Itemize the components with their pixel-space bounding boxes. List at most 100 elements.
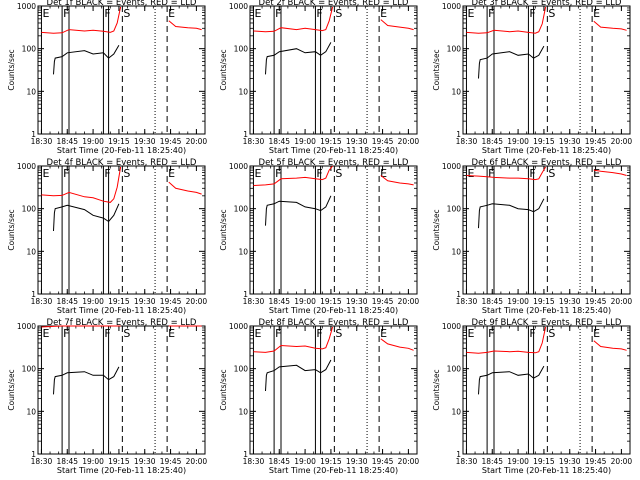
x-tick-label: 20:00 — [611, 137, 633, 146]
y-tick-label: 1 — [31, 450, 36, 459]
x-tick-label: 19:15 — [533, 297, 555, 306]
x-tick-label: 18:45 — [268, 137, 290, 146]
y-axis-label: Counts/sec — [7, 49, 16, 90]
events-series-line — [265, 195, 332, 226]
y-tick-label: 1000 — [442, 322, 461, 331]
event-marker-label: F — [316, 327, 322, 340]
x-tick-label: 19:15 — [320, 137, 342, 146]
x-tick-label: 19:00 — [294, 457, 316, 466]
event-marker-label: E — [380, 167, 387, 180]
x-tick-label: 20:00 — [186, 137, 208, 146]
lld-series-line — [466, 166, 547, 181]
x-tick-label: 19:45 — [585, 457, 607, 466]
x-tick-label: 19:45 — [160, 297, 182, 306]
lld-series-line — [168, 20, 202, 31]
x-tick-label: 18:45 — [481, 457, 503, 466]
y-tick-label: 100 — [22, 205, 37, 214]
x-tick-label: 18:45 — [56, 137, 78, 146]
lld-series-line — [593, 169, 627, 176]
x-axis-label: Start Time (20-Feb-11 18:25:40) — [482, 306, 611, 315]
x-tick-label: 18:30 — [243, 137, 265, 146]
chart-panel: Det 2f BLACK = Events, RED = LLD 1 10 100 10… — [219, 0, 419, 155]
chart-panel: Det 5f BLACK = Events, RED = LLD 1 10 100 10… — [219, 158, 419, 315]
x-tick-label: 19:30 — [134, 297, 156, 306]
chart-title: Det 6f BLACK = Events, RED = LLD — [472, 158, 622, 168]
chart-title: Det 3f BLACK = Events, RED = LLD — [472, 0, 622, 8]
event-marker-label: S — [335, 7, 342, 20]
lld-series-line — [168, 181, 202, 195]
x-tick-label: 18:45 — [56, 297, 78, 306]
y-axis-label: Counts/sec — [7, 209, 16, 250]
y-tick-label: 1 — [456, 130, 461, 139]
x-tick-label: 19:30 — [559, 297, 581, 306]
x-axis-label: Start Time (20-Feb-11 18:25:40) — [269, 306, 398, 315]
y-tick-label: 10 — [451, 87, 461, 96]
plot-frame — [249, 5, 418, 135]
y-tick-label: 10 — [451, 247, 461, 256]
x-tick-label: 18:45 — [56, 457, 78, 466]
lld-series-line — [593, 340, 627, 351]
chart-title: Det 2f BLACK = Events, RED = LLD — [259, 0, 409, 8]
y-tick-label: 1 — [456, 450, 461, 459]
x-tick-label: 19:00 — [294, 297, 316, 306]
event-marker-label: S — [548, 167, 555, 180]
chart-panel: Det 6f BLACK = Events, RED = LLD 1 10 100 10… — [432, 158, 632, 315]
x-tick-label: 19:00 — [507, 297, 529, 306]
event-marker-label: E — [42, 7, 49, 20]
x-tick-label: 20:00 — [611, 297, 633, 306]
lld-series-line — [253, 6, 334, 33]
event-marker-label: F — [316, 167, 322, 180]
x-tick-label: 19:15 — [108, 457, 130, 466]
chart-title: Det 5f BLACK = Events, RED = LLD — [259, 158, 409, 168]
event-marker-label: E — [593, 167, 600, 180]
chart-title: Det 9f BLACK = Events, RED = LLD — [472, 318, 622, 328]
x-tick-label: 18:30 — [31, 457, 53, 466]
events-series-line — [478, 365, 545, 395]
y-tick-label: 100 — [447, 45, 462, 54]
event-marker-label: F — [316, 7, 322, 20]
x-tick-label: 19:30 — [134, 137, 156, 146]
x-tick-label: 19:30 — [346, 137, 368, 146]
event-marker-label: F — [63, 7, 69, 20]
y-axis-label: Counts/sec — [219, 369, 228, 410]
event-marker-label: S — [548, 7, 555, 20]
x-tick-label: 18:30 — [456, 297, 478, 306]
lld-series-line — [466, 326, 547, 354]
x-tick-label: 18:45 — [268, 457, 290, 466]
event-marker-label: F — [488, 327, 494, 340]
y-tick-label: 10 — [451, 407, 461, 416]
lld-series-line — [593, 20, 627, 31]
events-series-line — [265, 42, 332, 75]
x-axis-label: Start Time (20-Feb-11 18:25:40) — [269, 146, 398, 155]
x-tick-label: 18:30 — [456, 457, 478, 466]
event-marker-label: E — [380, 327, 387, 340]
y-tick-label: 1 — [243, 450, 248, 459]
y-tick-label: 100 — [22, 365, 37, 374]
chart-panel: Det 9f BLACK = Events, RED = LLD 1 10 100 10… — [432, 318, 632, 475]
y-tick-label: 100 — [234, 45, 249, 54]
y-axis-label: Counts/sec — [432, 49, 441, 90]
chart-panel: Det 1f BLACK = Events, RED = LLD 1 10 100 10… — [7, 0, 207, 155]
event-marker-label: F — [104, 327, 110, 340]
chart-panel: Det 8f BLACK = Events, RED = LLD 1 10 100 10… — [219, 318, 419, 475]
event-marker-label: S — [123, 7, 130, 20]
y-axis-label: Counts/sec — [7, 369, 16, 410]
event-marker-label: E — [168, 327, 175, 340]
event-marker-label: F — [104, 7, 110, 20]
chart-panel: Det 3f BLACK = Events, RED = LLD 1 10 100 10… — [432, 0, 632, 155]
x-tick-label: 19:15 — [533, 137, 555, 146]
y-tick-label: 1 — [243, 130, 248, 139]
x-axis-label: Start Time (20-Feb-11 18:25:40) — [57, 146, 186, 155]
y-tick-label: 10 — [238, 87, 248, 96]
y-tick-label: 1 — [243, 290, 248, 299]
event-marker-label: E — [467, 327, 474, 340]
plot-frame — [249, 325, 418, 455]
x-tick-label: 19:45 — [585, 137, 607, 146]
plot-frame — [249, 165, 418, 295]
x-tick-label: 19:00 — [82, 457, 104, 466]
lld-series-line — [41, 6, 122, 34]
y-tick-label: 100 — [234, 205, 249, 214]
x-tick-label: 18:30 — [456, 137, 478, 146]
y-tick-label: 1000 — [442, 2, 461, 11]
